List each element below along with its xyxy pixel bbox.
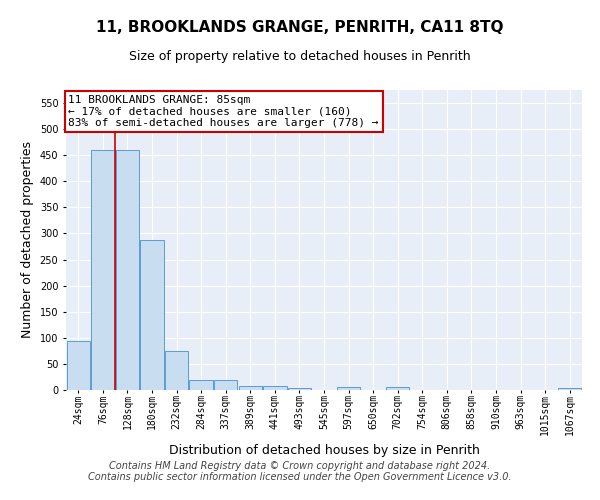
Bar (67, 342, 90, 390)
Bar (91, 150, 115, 390)
Y-axis label: Number of detached properties: Number of detached properties (21, 142, 34, 338)
Bar (337, 388, 360, 390)
Bar (558, 388, 581, 390)
Bar (165, 351, 188, 390)
X-axis label: Distribution of detached houses by size in Penrith: Distribution of detached houses by size … (169, 444, 479, 456)
Text: 11, BROOKLANDS GRANGE, PENRITH, CA11 8TQ: 11, BROOKLANDS GRANGE, PENRITH, CA11 8TQ (96, 20, 504, 35)
Bar (190, 380, 213, 390)
Text: Contains HM Land Registry data © Crown copyright and database right 2024.
Contai: Contains HM Land Registry data © Crown c… (88, 461, 512, 482)
Bar (140, 240, 164, 390)
Bar (386, 388, 409, 390)
Bar (288, 388, 311, 390)
Bar (116, 150, 139, 390)
Bar (214, 380, 238, 390)
Text: 11 BROOKLANDS GRANGE: 85sqm
← 17% of detached houses are smaller (160)
83% of se: 11 BROOKLANDS GRANGE: 85sqm ← 17% of det… (68, 95, 379, 128)
Bar (239, 386, 262, 390)
Bar (263, 386, 287, 390)
Text: Size of property relative to detached houses in Penrith: Size of property relative to detached ho… (129, 50, 471, 63)
